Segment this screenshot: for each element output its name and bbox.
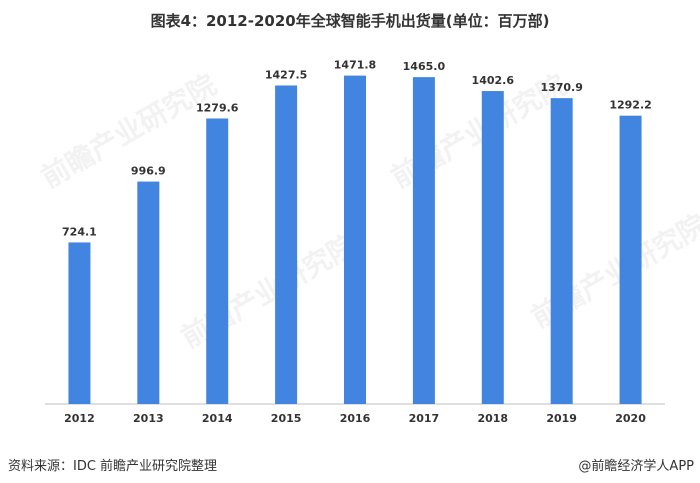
x-tick-label: 2014 <box>202 412 233 425</box>
bar <box>275 85 298 404</box>
data-label: 1465.0 <box>403 60 446 73</box>
x-tick-label: 2018 <box>477 412 508 425</box>
data-label: 996.9 <box>131 165 166 178</box>
data-label: 724.1 <box>62 225 97 238</box>
x-tick-label: 2017 <box>409 412 440 425</box>
bar <box>137 181 160 404</box>
source-note: 资料来源：IDC 前瞻产业研究院整理 <box>8 459 218 474</box>
x-tick-label: 2020 <box>615 412 646 425</box>
credit-note: @前瞻经济学人APP <box>578 459 694 474</box>
data-label: 1471.8 <box>334 59 376 72</box>
bar <box>412 77 435 404</box>
bar-chart: 724.1 2012 996.9 2013 1279.6 2014 1427.5 2015 14… <box>45 59 665 425</box>
data-label: 1279.6 <box>196 101 239 114</box>
x-tick-label: 2015 <box>271 412 302 425</box>
bar <box>344 75 366 405</box>
x-tick-label: 2012 <box>64 412 95 425</box>
data-label: 1370.9 <box>540 81 582 94</box>
bar <box>481 91 504 405</box>
x-tick-label: 2019 <box>546 412 577 425</box>
footer: 资料来源：IDC 前瞻产业研究院整理 @前瞻经济学人APP <box>0 455 700 483</box>
x-tick-label: 2013 <box>133 412 164 425</box>
data-label: 1402.6 <box>472 74 515 87</box>
bar <box>206 118 229 404</box>
chart-title: 图表4：2012-2020年全球智能手机出货量(单位：百万部) <box>150 12 550 30</box>
x-tick-label: 2016 <box>340 412 371 425</box>
data-label: 1292.2 <box>609 99 651 112</box>
bar <box>619 115 642 405</box>
bar <box>68 242 91 404</box>
data-label: 1427.5 <box>265 68 307 81</box>
bar <box>550 98 573 405</box>
